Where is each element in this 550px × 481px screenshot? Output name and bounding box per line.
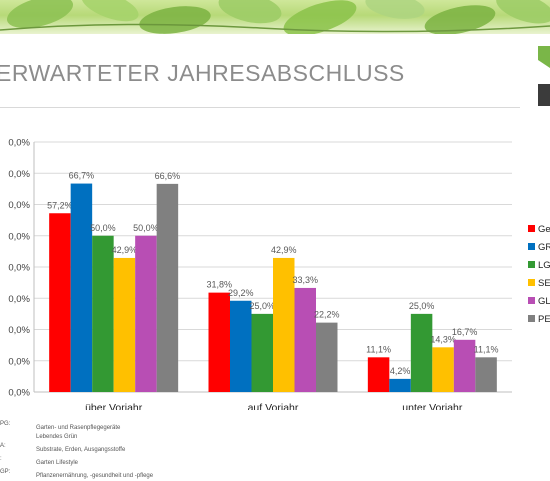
data-label: 50,0% bbox=[133, 223, 159, 233]
leaf-banner bbox=[0, 0, 550, 34]
data-label: 66,7% bbox=[69, 171, 95, 181]
y-tick-label: 0,0% bbox=[8, 263, 30, 274]
slide-title: ERWARTETER JAHRESABSCHLUSS bbox=[0, 60, 405, 86]
abbreviation-text: Substrate, Erden, Ausgangsstoffe bbox=[36, 447, 126, 453]
data-label: 14,3% bbox=[430, 334, 456, 344]
abbreviation-key: PG: bbox=[0, 421, 11, 427]
y-tick-label: 0,0% bbox=[8, 294, 30, 305]
abbreviation-row: Lebendes Grün bbox=[0, 433, 153, 442]
legend-label: PE bbox=[538, 314, 550, 325]
bar bbox=[230, 300, 252, 392]
bar bbox=[49, 213, 71, 392]
title-divider bbox=[0, 107, 520, 108]
bar bbox=[273, 257, 295, 392]
y-tick-label: 0,0% bbox=[8, 356, 30, 367]
bar bbox=[410, 313, 433, 392]
bar bbox=[251, 313, 273, 392]
data-label: 50,0% bbox=[90, 223, 116, 233]
bar bbox=[475, 357, 497, 392]
x-category-label: über Vorjahr bbox=[85, 402, 143, 410]
bar bbox=[70, 183, 93, 392]
y-tick-label: 0,0% bbox=[8, 388, 30, 399]
legend-swatch bbox=[528, 225, 535, 232]
bar bbox=[92, 235, 114, 392]
legend-swatch bbox=[528, 297, 535, 304]
legend-label: Ges bbox=[538, 224, 550, 235]
y-tick-label: 0,0% bbox=[8, 200, 30, 211]
bar bbox=[389, 378, 411, 392]
leaf-pattern bbox=[0, 0, 550, 34]
legend-label: SEA bbox=[538, 278, 550, 289]
bar bbox=[208, 292, 230, 392]
abbreviation-legend: PG: Garten- und Rasenpflegegeräte Lebendes… bbox=[0, 420, 153, 481]
abbreviation-text: Garten Lifestyle bbox=[36, 460, 79, 466]
abbreviation-row: PG: Garten- und Rasenpflegegeräte bbox=[0, 420, 153, 433]
bar bbox=[135, 235, 157, 392]
abbreviation-key: GP: bbox=[0, 469, 11, 475]
data-label: 11,1% bbox=[474, 344, 499, 354]
bar bbox=[367, 357, 390, 392]
legend-swatch bbox=[528, 279, 535, 286]
abbreviation-row: A: Substrate, Erden, Ausgangsstoffe bbox=[0, 442, 153, 455]
data-label: 16,7% bbox=[452, 327, 478, 337]
abbreviation-row: : Garten Lifestyle bbox=[0, 455, 153, 468]
legend-label: GR bbox=[538, 242, 550, 253]
data-label: 25,0% bbox=[409, 301, 435, 311]
y-tick-label: 0,0% bbox=[8, 231, 30, 242]
y-tick-label: 0,0% bbox=[8, 325, 30, 336]
abbreviation-text: Pflanzenernährung, -gesundheit und -pfle… bbox=[36, 473, 154, 479]
bar bbox=[156, 183, 179, 392]
data-label: 22,2% bbox=[314, 310, 340, 320]
data-label: 33,3% bbox=[292, 275, 318, 285]
bar bbox=[294, 287, 316, 392]
data-label: 66,6% bbox=[155, 171, 181, 181]
data-label: 42,9% bbox=[112, 245, 138, 255]
bar bbox=[432, 347, 454, 392]
data-label: 4,2% bbox=[390, 366, 411, 376]
y-tick-label: 0,0% bbox=[8, 169, 30, 180]
data-label: 25,0% bbox=[249, 301, 275, 311]
x-category-label: auf Vorjahr bbox=[248, 402, 299, 410]
bar bbox=[453, 339, 476, 392]
company-logo bbox=[534, 46, 550, 106]
abbreviation-key: A: bbox=[0, 443, 6, 449]
data-label: 42,9% bbox=[271, 245, 297, 255]
bar bbox=[316, 322, 338, 392]
x-category-label: unter Vorjahr bbox=[402, 402, 463, 410]
legend-swatch bbox=[528, 243, 535, 250]
bar-chart: 0,0% 0,0% 0,0% 0,0% 0,0% 0,0% 0,0% 0,0% 0,0% 57,2… bbox=[8, 138, 550, 411]
legend-label: GL bbox=[538, 296, 550, 307]
abbreviation-key: : bbox=[0, 456, 2, 462]
legend-swatch bbox=[528, 261, 535, 268]
data-label: 29,2% bbox=[228, 288, 254, 298]
data-label: 31,8% bbox=[206, 280, 232, 290]
legend-swatch bbox=[528, 315, 535, 322]
data-label: 11,1% bbox=[366, 344, 391, 354]
abbreviation-text: Garten- und Rasenpflegegeräte bbox=[36, 425, 121, 431]
y-tick-label: 0,0% bbox=[8, 138, 30, 149]
data-label: 57,2% bbox=[47, 200, 73, 210]
bar bbox=[113, 257, 136, 392]
abbreviation-row: GP: Pflanzenernährung, -gesundheit und -p… bbox=[0, 468, 153, 481]
legend-label: LG bbox=[538, 260, 550, 271]
abbreviation-text: Lebendes Grün bbox=[36, 434, 78, 440]
